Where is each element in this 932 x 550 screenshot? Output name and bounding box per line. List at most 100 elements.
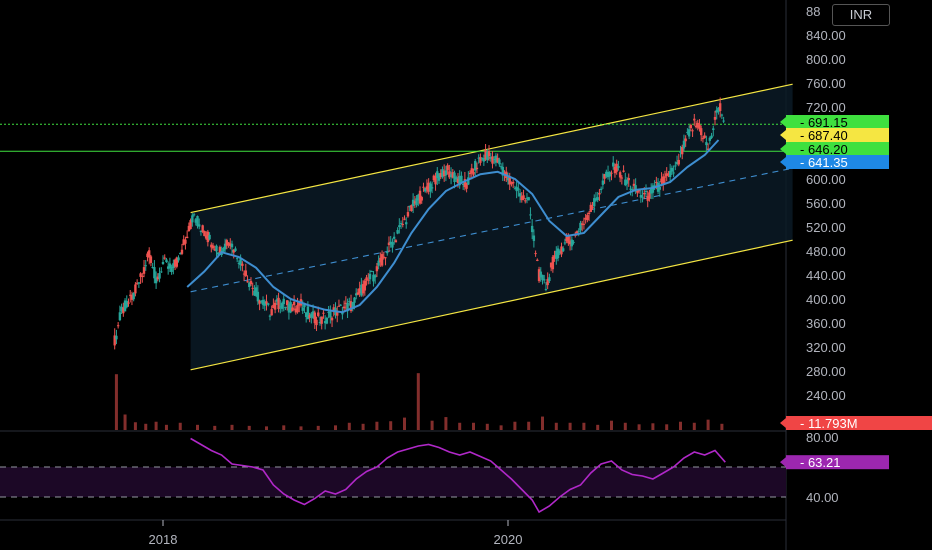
candle-body — [122, 307, 125, 314]
candle-body — [432, 175, 436, 181]
candle-body — [365, 277, 368, 281]
candle-body — [256, 291, 260, 302]
candle-body — [232, 249, 235, 253]
candle-body — [130, 294, 134, 300]
candle-body — [482, 158, 486, 162]
candle-body — [556, 248, 560, 259]
candle-body — [580, 223, 584, 225]
volume-bar — [347, 422, 351, 430]
candle-body — [392, 236, 396, 239]
volume-bar — [389, 421, 393, 430]
candle-body — [175, 257, 178, 267]
candle-body — [342, 306, 346, 309]
candle-body — [249, 280, 253, 285]
candle-body — [543, 279, 546, 281]
candle-body — [172, 263, 175, 268]
candle-body — [413, 201, 417, 204]
candle-body — [718, 103, 722, 111]
time-axis[interactable]: 2018 2020 — [149, 520, 523, 547]
candle-body — [434, 176, 437, 185]
candle-body — [135, 282, 139, 284]
candle-body — [689, 125, 693, 129]
candle-body — [401, 223, 404, 225]
candle-body — [223, 243, 227, 250]
candle-body — [141, 275, 144, 277]
candle-body — [166, 266, 170, 269]
volume-badge: - 11.793M — [800, 416, 858, 431]
candle-body — [204, 235, 208, 239]
candle-body — [142, 267, 146, 274]
price-badge-bg — [786, 128, 889, 142]
candle-body — [351, 302, 354, 310]
currency-selector[interactable]: INR — [832, 4, 890, 26]
candle-body — [253, 290, 256, 296]
candle-body — [682, 140, 686, 149]
candle-body — [154, 278, 158, 284]
candle-body — [208, 234, 211, 240]
volume-bar — [213, 425, 217, 430]
time-tick-label: 2018 — [149, 532, 178, 547]
channel-fill — [190, 84, 793, 370]
candle-body — [518, 193, 522, 197]
candle-body — [446, 165, 449, 171]
candle-body — [287, 304, 291, 313]
price-badge-bg — [786, 115, 889, 129]
candle-body — [318, 322, 322, 324]
price-badge-bg — [786, 142, 889, 156]
candle-body — [248, 282, 251, 288]
candle-body — [539, 271, 542, 278]
candle-body — [391, 241, 394, 248]
candle-body — [372, 274, 375, 282]
candle-body — [411, 199, 415, 207]
candle-body — [551, 256, 555, 270]
rsi-badge-bg — [786, 455, 889, 470]
price-badge: - 687.40 — [800, 128, 848, 143]
candle-body — [594, 198, 598, 201]
candle-body — [655, 182, 658, 184]
candle-body — [674, 165, 677, 167]
volume-bar — [582, 422, 586, 430]
candle-body — [417, 194, 420, 201]
candle-body — [598, 192, 601, 195]
price-tick-label: 600.00 — [806, 172, 846, 187]
candle-body — [158, 273, 161, 279]
candle-body — [593, 198, 596, 207]
candle-body — [379, 257, 382, 263]
volume-bar — [499, 425, 503, 430]
candle-body — [367, 279, 370, 281]
candle-body — [515, 186, 518, 192]
candle-body — [425, 186, 429, 190]
candle-body — [429, 183, 432, 192]
candle-body — [356, 292, 360, 295]
candle-body — [325, 317, 329, 324]
candle-body — [553, 255, 556, 259]
candle-body — [237, 263, 241, 265]
candle-body — [620, 177, 624, 179]
price-tick-label: 840.00 — [806, 28, 846, 43]
volume-bar — [568, 422, 572, 430]
candle-body — [700, 128, 703, 136]
candle-body — [373, 275, 377, 278]
volume-bar — [114, 374, 118, 430]
candle-body — [589, 204, 592, 212]
candle-body — [382, 256, 385, 258]
candle-body — [601, 180, 605, 185]
candle-body — [675, 162, 679, 165]
candle-body — [377, 260, 380, 266]
candle-body — [375, 266, 379, 272]
candle-body — [168, 263, 172, 269]
candle-body — [422, 186, 425, 188]
candle-body — [499, 166, 503, 168]
candle-body — [261, 299, 265, 305]
candle-body — [258, 300, 261, 304]
candle-body — [667, 173, 670, 175]
price-badge-pointer — [780, 117, 786, 127]
candle-body — [463, 179, 467, 188]
price-badge: - 641.35 — [800, 155, 848, 170]
candle-body — [191, 215, 194, 223]
time-tick-label: 2020 — [494, 532, 523, 547]
candle-body — [603, 174, 606, 179]
candle-body — [410, 205, 413, 212]
candle-body — [696, 122, 699, 128]
